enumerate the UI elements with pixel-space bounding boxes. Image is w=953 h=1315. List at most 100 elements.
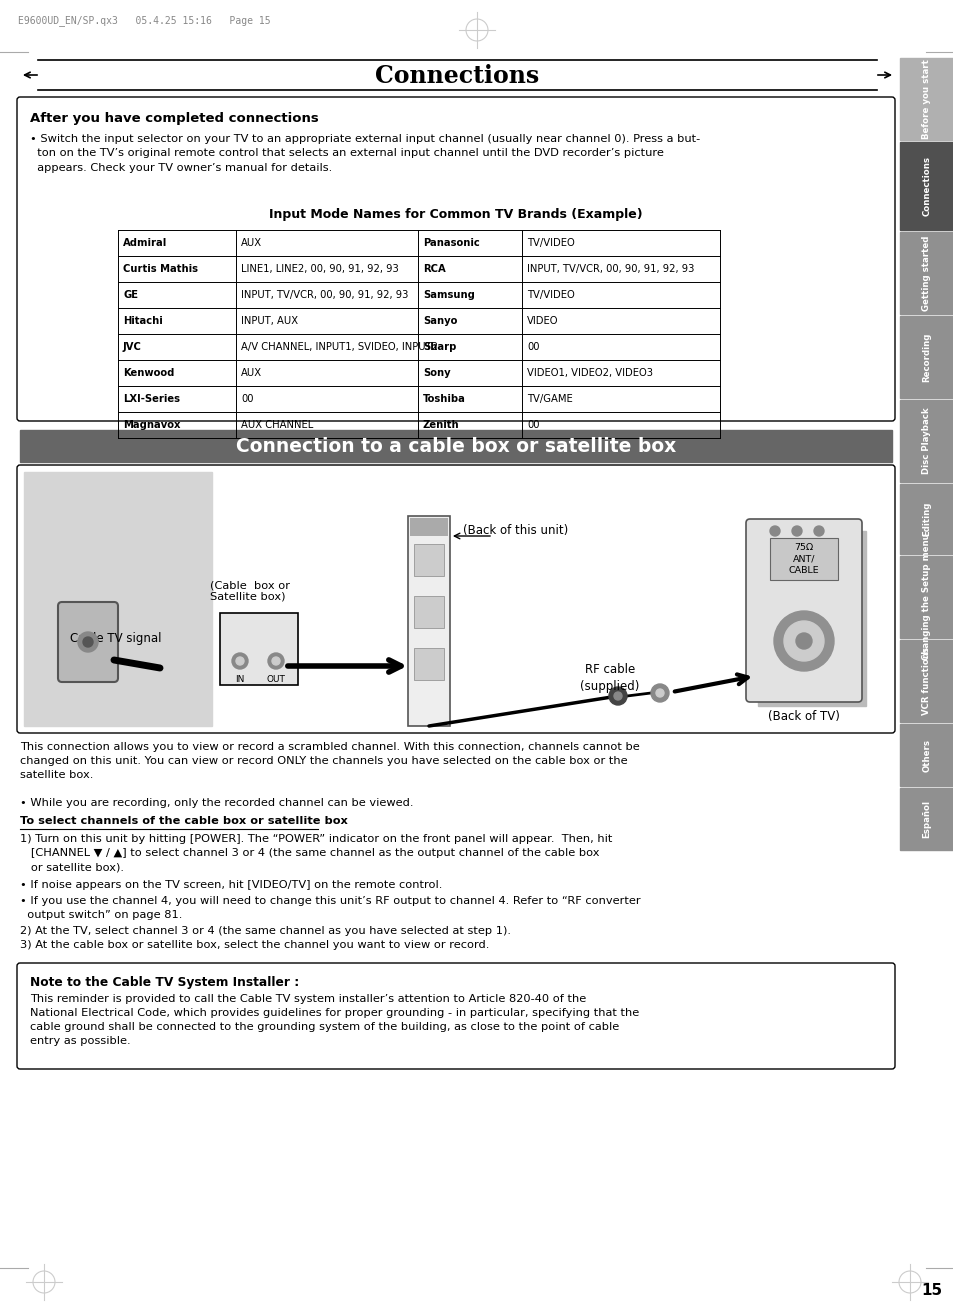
Text: Toshiba: Toshiba [422,394,465,404]
Text: TV/VIDEO: TV/VIDEO [526,238,574,249]
Text: Panasonic: Panasonic [422,238,479,249]
FancyBboxPatch shape [17,466,894,732]
Text: • While you are recording, only the recorded channel can be viewed.: • While you are recording, only the reco… [20,798,413,807]
Text: 15: 15 [921,1283,942,1298]
Text: TV/GAME: TV/GAME [526,394,572,404]
Text: Samsung: Samsung [422,291,475,300]
Text: or satellite box).: or satellite box). [20,863,124,872]
Text: Before you start: Before you start [922,59,930,139]
Bar [220,613,297,685]
FancyBboxPatch shape [17,963,894,1069]
Text: A/V CHANNEL, INPUT1, SVIDEO, INPUT2: A/V CHANNEL, INPUT1, SVIDEO, INPUT2 [241,342,437,352]
Text: GE: GE [123,291,138,300]
Circle shape [656,689,663,697]
Bar [769,538,837,580]
Text: 00: 00 [526,342,539,352]
Circle shape [608,686,626,705]
Circle shape [769,526,780,537]
Text: Note to the Cable TV System Installer :: Note to the Cable TV System Installer : [30,976,299,989]
Text: Sharp: Sharp [422,342,456,352]
Text: Español: Español [922,800,930,838]
Text: • Switch the input selector on your TV to an appropriate external input channel : • Switch the input selector on your TV t… [30,134,700,172]
Text: Editing: Editing [922,502,930,537]
Circle shape [83,636,92,647]
Text: LINE1, LINE2, 00, 90, 91, 92, 93: LINE1, LINE2, 00, 90, 91, 92, 93 [241,264,398,274]
Text: RF cable
(supplied): RF cable (supplied) [579,663,639,693]
Text: • If noise appears on the TV screen, hit [VIDEO/TV] on the remote control.: • If noise appears on the TV screen, hit… [20,880,442,890]
Bar [899,640,953,722]
Text: TV/VIDEO: TV/VIDEO [526,291,574,300]
Circle shape [650,684,668,702]
Text: (Back of this unit): (Back of this unit) [462,523,568,537]
Bar [414,648,443,680]
Text: Getting started: Getting started [922,235,930,310]
Bar [414,596,443,629]
Text: JVC: JVC [123,342,142,352]
FancyBboxPatch shape [17,97,894,421]
Bar [899,58,953,139]
Bar [899,400,953,483]
Text: Zenith: Zenith [422,419,459,430]
Text: AUX CHANNEL: AUX CHANNEL [241,419,313,430]
Text: (Back of TV): (Back of TV) [767,710,839,722]
Text: To select channels of the cable box or satellite box: To select channels of the cable box or s… [20,817,348,826]
Bar [899,556,953,638]
Text: • If you use the channel 4, you will need to change this unit’s RF output to cha: • If you use the channel 4, you will nee… [20,896,640,920]
Text: Connections: Connections [375,64,539,88]
Text: Hitachi: Hitachi [123,316,163,326]
Text: Kenwood: Kenwood [123,368,174,377]
Circle shape [791,526,801,537]
Text: Changing the Setup menu: Changing the Setup menu [922,534,930,660]
Bar [410,518,448,537]
Text: Input Mode Names for Common TV Brands (Example): Input Mode Names for Common TV Brands (E… [269,208,642,221]
Bar [899,484,953,554]
Bar [899,142,953,230]
FancyBboxPatch shape [745,519,862,702]
Text: VIDEO: VIDEO [526,316,558,326]
Text: 00: 00 [241,394,253,404]
Text: 1) Turn on this unit by hitting [POWER]. The “POWER” indicator on the front pane: 1) Turn on this unit by hitting [POWER].… [20,834,612,844]
Circle shape [614,692,621,700]
Circle shape [268,654,284,669]
Text: This reminder is provided to call the Cable TV system installer’s attention to A: This reminder is provided to call the Ca… [30,994,639,1045]
Text: RCA: RCA [422,264,445,274]
Text: INPUT, TV/VCR, 00, 90, 91, 92, 93: INPUT, TV/VCR, 00, 90, 91, 92, 93 [241,291,408,300]
Text: LXI-Series: LXI-Series [123,394,180,404]
Text: Connection to a cable box or satellite box: Connection to a cable box or satellite b… [235,437,676,455]
Bar [899,788,953,849]
Text: Others: Others [922,739,930,772]
Text: E9600UD_EN/SP.qx3   05.4.25 15:16   Page 15: E9600UD_EN/SP.qx3 05.4.25 15:16 Page 15 [18,14,271,26]
Bar [20,430,891,462]
Text: This connection allows you to view or record a scrambled channel. With this conn: This connection allows you to view or re… [20,742,639,780]
Text: Magnavox: Magnavox [123,419,180,430]
Text: Disc Playback: Disc Playback [922,408,930,475]
Text: 75Ω
ANT/
CABLE: 75Ω ANT/ CABLE [788,543,819,575]
Text: 00: 00 [526,419,539,430]
Bar [899,231,953,314]
Bar [758,531,865,706]
Text: Admiral: Admiral [123,238,167,249]
Text: Recording: Recording [922,333,930,381]
Text: OUT: OUT [266,675,285,684]
Text: VIDEO1, VIDEO2, VIDEO3: VIDEO1, VIDEO2, VIDEO3 [526,368,652,377]
Text: INPUT, AUX: INPUT, AUX [241,316,297,326]
Text: Cable TV signal: Cable TV signal [71,631,162,644]
Bar [899,316,953,398]
Text: After you have completed connections: After you have completed connections [30,112,318,125]
Circle shape [235,658,244,665]
Text: 2) At the TV, select channel 3 or 4 (the same channel as you have selected at st: 2) At the TV, select channel 3 or 4 (the… [20,926,511,949]
Circle shape [795,633,811,650]
Text: AUX: AUX [241,238,262,249]
Bar [408,515,450,726]
Circle shape [783,621,823,661]
Circle shape [813,526,823,537]
Text: [CHANNEL ▼ / ▲] to select channel 3 or 4 (the same channel as the output channel: [CHANNEL ▼ / ▲] to select channel 3 or 4… [20,848,598,857]
Text: VCR functions: VCR functions [922,647,930,715]
Circle shape [232,654,248,669]
Text: IN: IN [235,675,244,684]
Bar [414,544,443,576]
Bar [899,725,953,786]
Text: AUX: AUX [241,368,262,377]
Text: Connections: Connections [922,156,930,216]
Text: Curtis Mathis: Curtis Mathis [123,264,198,274]
